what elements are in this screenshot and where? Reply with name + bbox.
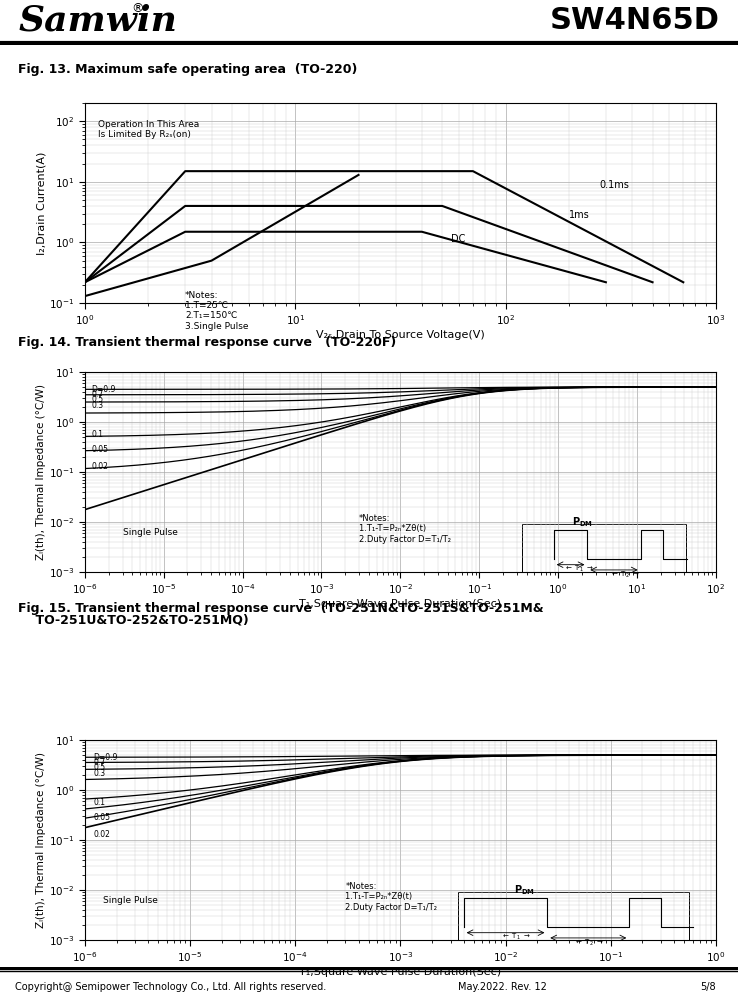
- Text: 0.3: 0.3: [93, 769, 106, 778]
- Text: Copyright@ Semipower Technology Co., Ltd. All rights reserved.: Copyright@ Semipower Technology Co., Ltd…: [15, 982, 326, 992]
- Text: $\leftarrow$ T$_2$ $\rightarrow$: $\leftarrow$ T$_2$ $\rightarrow$: [574, 937, 604, 948]
- Text: Samwin: Samwin: [18, 3, 177, 37]
- Text: 0.3: 0.3: [91, 401, 103, 410]
- Text: 5/8: 5/8: [700, 982, 716, 992]
- Text: D=0.9: D=0.9: [93, 753, 117, 762]
- Text: $\mathbf{P_{DM}}$: $\mathbf{P_{DM}}$: [514, 884, 535, 897]
- Text: 0.1: 0.1: [93, 798, 106, 807]
- Text: Single Pulse: Single Pulse: [103, 896, 158, 905]
- Text: $\leftarrow$ T$_1$ $\rightarrow$: $\leftarrow$ T$_1$ $\rightarrow$: [500, 932, 531, 942]
- Text: *Notes:
1.T₁-T⁣=P₂ₙ*Zθ(t)
2.Duty Factor D=T₁/T₂: *Notes: 1.T₁-T⁣=P₂ₙ*Zθ(t) 2.Duty Factor …: [359, 514, 451, 544]
- Text: 0.02: 0.02: [91, 462, 108, 471]
- X-axis label: T₁,Square Wave Pulse Duration(Sec): T₁,Square Wave Pulse Duration(Sec): [300, 599, 501, 609]
- Y-axis label: Zₗ(th), Thermal Impedance (°C/W): Zₗ(th), Thermal Impedance (°C/W): [36, 752, 46, 928]
- Text: Fig. 14. Transient thermal response curve   (TO-220F): Fig. 14. Transient thermal response curv…: [18, 336, 397, 349]
- X-axis label: V₂ₛ,Drain To Source Voltage(V): V₂ₛ,Drain To Source Voltage(V): [316, 330, 485, 340]
- Text: May.2022. Rev. 12: May.2022. Rev. 12: [458, 982, 546, 992]
- Text: $\leftarrow$ T$_1$ $\rightarrow$: $\leftarrow$ T$_1$ $\rightarrow$: [565, 564, 594, 574]
- Text: 0.5: 0.5: [93, 763, 106, 772]
- Text: 0.05: 0.05: [91, 445, 108, 454]
- Text: $\leftarrow$ T$_2$ $\rightarrow$: $\leftarrow$ T$_2$ $\rightarrow$: [610, 569, 639, 580]
- Text: 0.1: 0.1: [91, 430, 103, 439]
- Text: D=0.9: D=0.9: [91, 385, 115, 394]
- Text: 1ms: 1ms: [569, 210, 590, 220]
- Text: *Notes:
1.T₁-T⁣=P₂ₙ*Zθ(t)
2.Duty Factor D=T₁/T₂: *Notes: 1.T₁-T⁣=P₂ₙ*Zθ(t) 2.Duty Factor …: [345, 882, 438, 912]
- Text: 0.5: 0.5: [91, 395, 103, 404]
- Text: Fig. 15. Transient thermal response curve  (TO-251N&TO-251S&TO-251M&: Fig. 15. Transient thermal response curv…: [18, 602, 544, 615]
- Text: SW4N65D: SW4N65D: [550, 6, 720, 35]
- Text: TO-251U&TO-252&TO-251MQ): TO-251U&TO-252&TO-251MQ): [18, 614, 249, 627]
- Text: ®: ®: [131, 2, 144, 15]
- Text: 0.05: 0.05: [93, 813, 110, 822]
- Text: 0.1ms: 0.1ms: [599, 180, 630, 190]
- Text: 0.7: 0.7: [93, 758, 106, 767]
- Text: *Notes:
1.T⁣=25℃
2.T₁=150℃
3.Single Pulse: *Notes: 1.T⁣=25℃ 2.T₁=150℃ 3.Single Puls…: [185, 291, 249, 331]
- Y-axis label: I₂,Drain Current(A): I₂,Drain Current(A): [36, 151, 46, 255]
- Text: DC: DC: [451, 234, 465, 244]
- Text: Single Pulse: Single Pulse: [123, 528, 177, 537]
- Text: 0.7: 0.7: [91, 390, 103, 399]
- Text: Operation In This Area
Is Limited By R₂ₛ(on): Operation In This Area Is Limited By R₂ₛ…: [97, 120, 199, 139]
- X-axis label: T₁,Square Wave Pulse Duration(Sec): T₁,Square Wave Pulse Duration(Sec): [300, 967, 501, 977]
- Text: $\mathbf{P_{DM}}$: $\mathbf{P_{DM}}$: [572, 516, 593, 529]
- Text: 0.02: 0.02: [93, 830, 110, 839]
- Y-axis label: Zₗ(th), Thermal Impedance (°C/W): Zₗ(th), Thermal Impedance (°C/W): [36, 384, 46, 560]
- Text: Fig. 13. Maximum safe operating area  (TO-220): Fig. 13. Maximum safe operating area (TO…: [18, 63, 358, 76]
